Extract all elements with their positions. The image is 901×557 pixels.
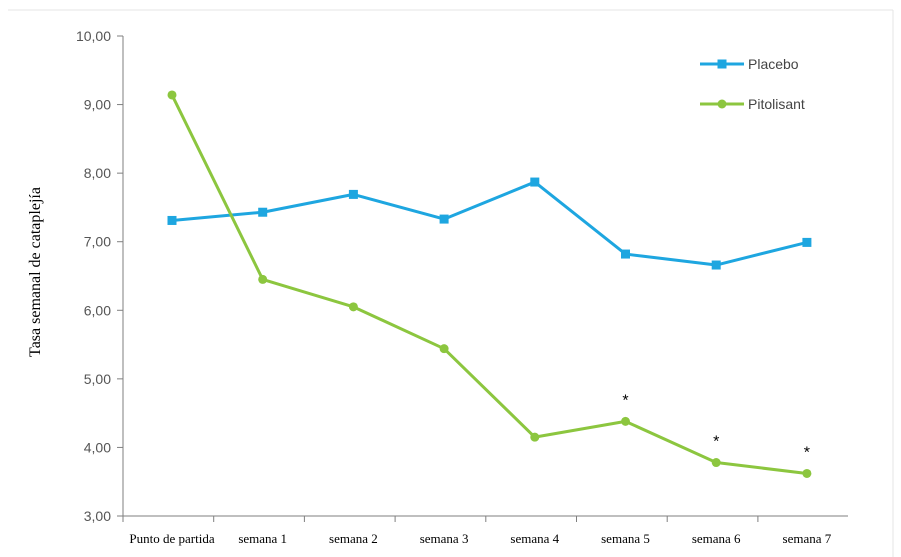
y-axis-label: Tasa semanal de cataplejía: [27, 187, 44, 357]
significance-marker: *: [622, 392, 628, 409]
data-point-pitolisant: [167, 90, 177, 100]
significance-marker: *: [804, 444, 810, 461]
y-tick-label: 7,00: [84, 234, 111, 250]
data-point-pitolisant: [530, 432, 540, 442]
x-tick-label: semana 4: [510, 531, 559, 546]
y-tick-label: 9,00: [84, 97, 111, 113]
data-point-placebo: [530, 177, 540, 187]
y-tick-labels: 3,00 4,00 5,00 6,00 7,00 8,00 9,00 10,00: [76, 28, 111, 524]
x-tick-label: semana 5: [601, 531, 650, 546]
x-tick-labels: Punto de partida semana 1 semana 2 semana 3…: [129, 531, 831, 546]
annotations: * * *: [622, 392, 810, 461]
significance-marker: *: [713, 434, 719, 451]
legend-label-pitolisant: Pitolisant: [748, 96, 805, 112]
x-tick-label: semana 3: [420, 531, 469, 546]
data-point-placebo: [439, 214, 449, 224]
data-point-placebo: [167, 215, 177, 225]
data-point-pitolisant: [348, 302, 358, 312]
y-tick-label: 4,00: [84, 439, 111, 455]
legend-marker-placebo: [717, 59, 727, 69]
y-tick-label: 8,00: [84, 165, 111, 181]
y-tick-label: 5,00: [84, 371, 111, 387]
x-tick-label: semana 2: [329, 531, 378, 546]
y-tick-label: 3,00: [84, 508, 111, 524]
legend-marker-pitolisant: [717, 99, 727, 109]
y-tick-label: 6,00: [84, 302, 111, 318]
x-tick-label: Punto de partida: [129, 531, 214, 546]
data-point-placebo: [711, 260, 721, 270]
x-tick-label: semana 1: [238, 531, 287, 546]
series-group: [167, 90, 812, 478]
x-tick-label: semana 7: [783, 531, 832, 546]
y-tick-label: 10,00: [76, 28, 111, 44]
data-point-placebo: [621, 249, 630, 259]
data-point-pitolisant: [439, 344, 449, 354]
legend-label-placebo: Placebo: [748, 56, 799, 72]
series-line-placebo: [171, 180, 808, 267]
x-tick-label: semana 6: [692, 531, 741, 546]
data-point-pitolisant: [711, 458, 721, 468]
data-point-pitolisant: [802, 468, 812, 478]
data-point-placebo: [258, 207, 268, 217]
data-point-placebo: [348, 189, 358, 199]
data-point-placebo: [802, 237, 812, 247]
axes: [8, 9, 894, 557]
data-point-pitolisant: [621, 416, 630, 426]
series-line-pitolisant: [170, 94, 808, 475]
legend: Placebo Pitolisant: [700, 56, 805, 112]
data-point-pitolisant: [258, 274, 268, 284]
